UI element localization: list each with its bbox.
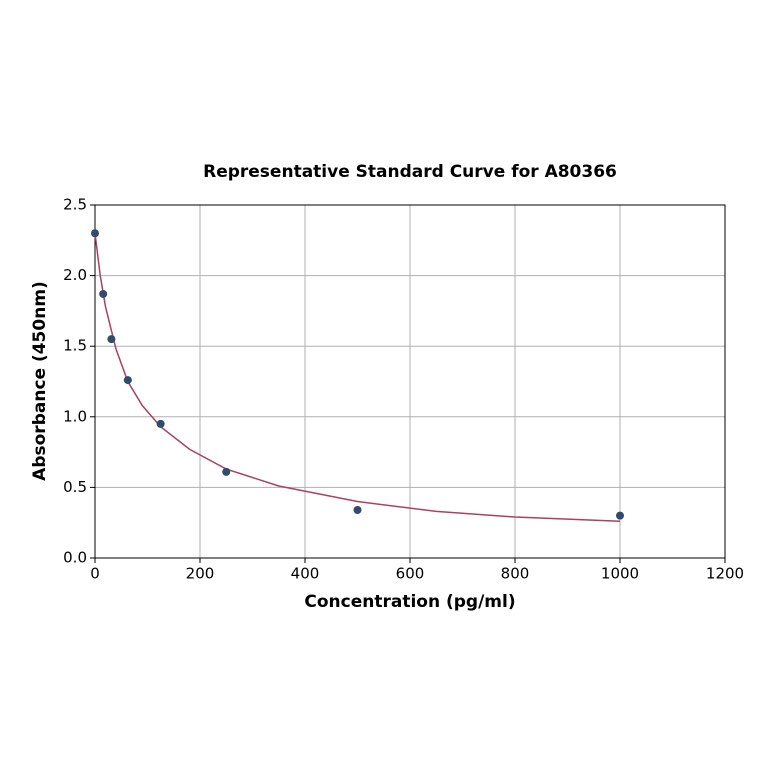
- y-tick-label: 2.0: [63, 266, 87, 284]
- data-point: [156, 419, 165, 428]
- data-point: [99, 289, 108, 298]
- fit-curve: [94, 233, 621, 523]
- x-tick-label: 400: [291, 565, 320, 583]
- y-tick-label: 2.5: [63, 196, 87, 214]
- x-axis-label: Concentration (pg/ml): [304, 592, 515, 612]
- data-point: [123, 376, 132, 385]
- plot-frame: [94, 204, 726, 559]
- data-point: [616, 511, 624, 520]
- x-tick-label: 800: [501, 565, 530, 583]
- x-tick-label: 1200: [706, 565, 744, 583]
- data-point: [107, 335, 116, 344]
- x-tick-label: 200: [186, 565, 215, 583]
- data-point: [353, 505, 362, 514]
- y-tick-label: 1.5: [63, 337, 87, 355]
- y-tick-label: 0.0: [63, 549, 87, 567]
- x-tick-label: 0: [90, 565, 100, 583]
- x-tick-label: 1000: [601, 565, 639, 583]
- chart-title: Representative Standard Curve for A80366: [203, 162, 617, 182]
- y-axis-label: Absorbance (450nm): [30, 281, 50, 481]
- x-tick-label: 600: [396, 565, 425, 583]
- data-point: [91, 229, 99, 238]
- y-tick-label: 0.5: [63, 478, 87, 496]
- y-tick-label: 1.0: [63, 407, 87, 425]
- data-point: [222, 467, 231, 476]
